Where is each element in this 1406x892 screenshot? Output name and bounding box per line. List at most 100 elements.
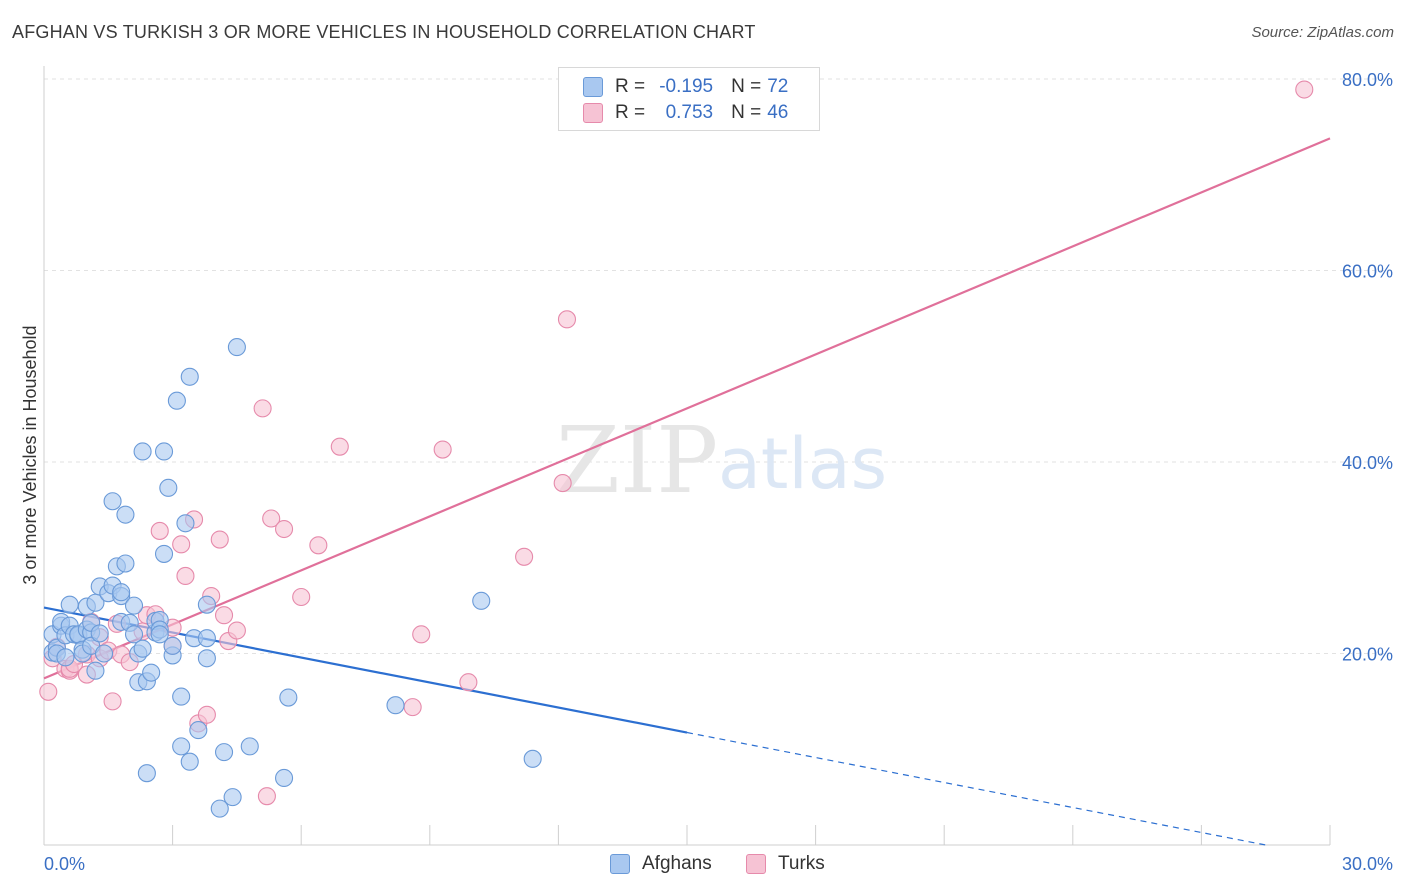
point-afghans: [172, 687, 191, 706]
point-afghans: [472, 591, 491, 610]
bottom-legend-turks: Turks: [746, 852, 825, 876]
point-turks: [214, 606, 234, 625]
point-afghans: [90, 624, 109, 643]
legend-n-label: N =: [731, 76, 762, 97]
point-afghans: [163, 636, 182, 655]
point-turks: [557, 310, 577, 329]
point-turks: [150, 521, 169, 540]
point-afghans: [159, 478, 178, 497]
bottom-legend-swatch-afghans: [610, 854, 630, 874]
point-afghans: [167, 391, 186, 410]
point-turks: [210, 530, 229, 549]
labels-layer: 20.0% 40.0% 60.0% 80.0% 0.0% 30.0%: [44, 70, 1393, 874]
grid-layer: [44, 78, 1396, 654]
point-turks: [39, 682, 58, 701]
points-layer: [39, 80, 1314, 818]
point-afghans: [133, 639, 152, 658]
point-turks: [412, 625, 431, 644]
point-afghans: [103, 492, 122, 511]
chart-title: AFGHAN VS TURKISH 3 OR MORE VEHICLES IN …: [12, 22, 756, 42]
point-afghans: [240, 737, 259, 756]
point-turks: [257, 787, 276, 806]
point-turks: [227, 621, 246, 640]
y-tick-label: 20.0%: [1342, 645, 1393, 665]
point-afghans: [197, 629, 216, 648]
point-turks: [459, 673, 478, 692]
point-afghans: [154, 442, 174, 461]
point-afghans: [214, 743, 234, 762]
point-turks: [172, 535, 191, 554]
point-afghans: [180, 367, 199, 386]
y-tick-label: 40.0%: [1342, 453, 1393, 473]
watermark: ZIP atlas: [556, 407, 887, 514]
legend-r-label: R =: [615, 102, 646, 123]
point-afghans: [94, 644, 114, 663]
x-tick-label: 30.0%: [1342, 854, 1393, 874]
legend-swatch-turks: [583, 103, 603, 123]
point-afghans: [116, 505, 135, 524]
bottom-legend-label-afghans: Afghans: [642, 853, 712, 874]
point-afghans: [133, 442, 152, 461]
point-turks: [292, 587, 311, 607]
legend-n-label: N =: [731, 102, 762, 123]
point-turks: [433, 440, 452, 459]
point-afghans: [189, 721, 208, 740]
x-tick-label: 0.0%: [44, 854, 85, 874]
legend-row-turks: R = 0.753 N = 46: [583, 101, 788, 125]
point-turks: [403, 698, 422, 717]
correlation-legend: R = -0.195 N = 72 R = 0.753 N = 46: [558, 67, 820, 131]
trend-line-turks: [43, 137, 1331, 680]
legend-row-afghans: R = -0.195 N = 72: [583, 75, 788, 99]
point-turks: [515, 547, 534, 566]
point-turks: [275, 519, 294, 539]
point-afghans: [180, 752, 199, 771]
axes-layer: [43, 66, 1331, 846]
bottom-legend-swatch-turks: [746, 854, 766, 874]
point-turks: [553, 474, 572, 493]
y-tick-label: 80.0%: [1342, 70, 1393, 90]
trend-line-afghans-extension: [686, 731, 1266, 846]
source-label: Source: ZipAtlas.com: [1251, 24, 1394, 41]
point-afghans: [176, 514, 195, 533]
point-afghans: [150, 625, 169, 644]
point-afghans: [172, 737, 191, 756]
point-turks: [103, 692, 122, 711]
point-turks: [176, 566, 195, 585]
legend-swatch-afghans: [583, 77, 603, 97]
legend-r-label: R =: [615, 76, 646, 97]
point-afghans: [223, 788, 242, 807]
bottom-legend-label-turks: Turks: [778, 853, 825, 874]
point-turks: [262, 509, 281, 528]
point-afghans: [86, 661, 105, 680]
point-afghans: [523, 749, 542, 768]
point-afghans: [124, 596, 144, 615]
point-afghans: [137, 764, 156, 783]
point-afghans: [56, 648, 75, 667]
watermark-zip: ZIP: [556, 407, 718, 514]
point-afghans: [112, 583, 131, 602]
watermark-atlas: atlas: [718, 423, 887, 505]
legend-r-value: 0.753: [665, 102, 714, 123]
point-afghans: [60, 595, 79, 614]
legend-n-value: 72: [767, 76, 789, 97]
point-turks: [309, 536, 328, 555]
bottom-legend-afghans: Afghans: [610, 852, 712, 876]
point-afghans: [279, 688, 298, 707]
y-tick-label: 60.0%: [1342, 262, 1393, 282]
point-afghans: [210, 799, 229, 818]
point-turks: [330, 437, 349, 456]
y-axis-title: 3 or more Vehicles in Household: [20, 325, 40, 584]
point-turks: [253, 399, 272, 418]
point-afghans: [116, 554, 135, 573]
point-afghans: [154, 544, 174, 563]
point-afghans: [197, 649, 216, 668]
point-afghans: [124, 625, 144, 644]
point-afghans: [227, 338, 246, 357]
point-afghans: [142, 663, 161, 682]
legend-r-value: -0.195: [659, 76, 714, 97]
legend-n-value: 46: [767, 102, 789, 123]
point-afghans: [275, 768, 294, 788]
point-turks: [197, 705, 216, 724]
point-afghans: [197, 595, 216, 614]
